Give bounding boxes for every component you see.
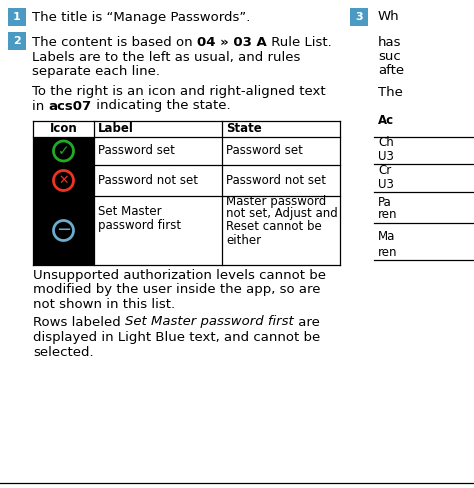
Text: The: The: [378, 85, 403, 99]
Text: Password set: Password set: [98, 144, 175, 158]
Text: U3: U3: [378, 178, 394, 190]
Text: Password not set: Password not set: [226, 174, 326, 187]
Text: Password not set: Password not set: [98, 174, 198, 187]
Text: Set Master password first: Set Master password first: [125, 316, 294, 328]
Text: acs07: acs07: [48, 100, 91, 113]
Text: suc: suc: [378, 50, 401, 63]
Text: 2: 2: [13, 36, 21, 46]
Text: password first: password first: [98, 219, 181, 232]
Bar: [8, 8, 26, 26]
Bar: [8, 32, 26, 50]
Text: not shown in this list.: not shown in this list.: [33, 299, 175, 311]
Bar: [33, 137, 94, 265]
Text: afte: afte: [378, 64, 404, 78]
Text: ✓: ✓: [58, 144, 69, 158]
Text: State: State: [226, 122, 262, 136]
Text: The title is “Manage Passwords”.: The title is “Manage Passwords”.: [32, 11, 250, 23]
Text: either: either: [226, 233, 261, 246]
Text: Labels are to the left as usual, and rules: Labels are to the left as usual, and rul…: [32, 50, 301, 63]
Text: Unsupported authorization levels cannot be: Unsupported authorization levels cannot …: [33, 268, 326, 282]
Text: Reset cannot be: Reset cannot be: [226, 221, 322, 233]
Text: Wh: Wh: [378, 11, 400, 23]
Text: Master password: Master password: [226, 195, 326, 207]
Text: 04 » 03 A: 04 » 03 A: [197, 36, 266, 48]
Text: in: in: [32, 100, 48, 113]
Text: U3: U3: [378, 149, 394, 163]
Text: has: has: [378, 36, 401, 48]
Text: ren: ren: [378, 245, 398, 259]
Text: not set, Adjust and: not set, Adjust and: [226, 207, 338, 221]
Text: separate each line.: separate each line.: [32, 64, 160, 78]
Text: Ma: Ma: [378, 229, 395, 243]
Text: ✕: ✕: [58, 174, 69, 187]
Text: Pa: Pa: [378, 196, 392, 208]
Text: −: −: [56, 222, 71, 240]
Text: Label: Label: [98, 122, 134, 136]
Text: indicating the state.: indicating the state.: [91, 100, 230, 113]
Text: Set Master: Set Master: [98, 205, 162, 218]
Text: displayed in Light Blue text, and cannot be: displayed in Light Blue text, and cannot…: [33, 330, 320, 344]
Text: Rows labeled: Rows labeled: [33, 316, 125, 328]
Text: Cr: Cr: [378, 164, 391, 178]
Text: Ch: Ch: [378, 137, 394, 149]
Bar: [350, 8, 368, 26]
Text: Password set: Password set: [226, 144, 303, 158]
Text: modified by the user inside the app, so are: modified by the user inside the app, so …: [33, 284, 320, 297]
Text: Ac: Ac: [378, 115, 394, 127]
Text: To the right is an icon and right-aligned text: To the right is an icon and right-aligne…: [32, 85, 326, 99]
Text: The content is based on: The content is based on: [32, 36, 197, 48]
Text: 1: 1: [13, 12, 21, 22]
Text: Icon: Icon: [50, 122, 77, 136]
Text: 3: 3: [355, 12, 363, 22]
Text: selected.: selected.: [33, 346, 94, 359]
Text: ren: ren: [378, 208, 398, 222]
Text: are: are: [294, 316, 319, 328]
Text: Rule List.: Rule List.: [266, 36, 331, 48]
